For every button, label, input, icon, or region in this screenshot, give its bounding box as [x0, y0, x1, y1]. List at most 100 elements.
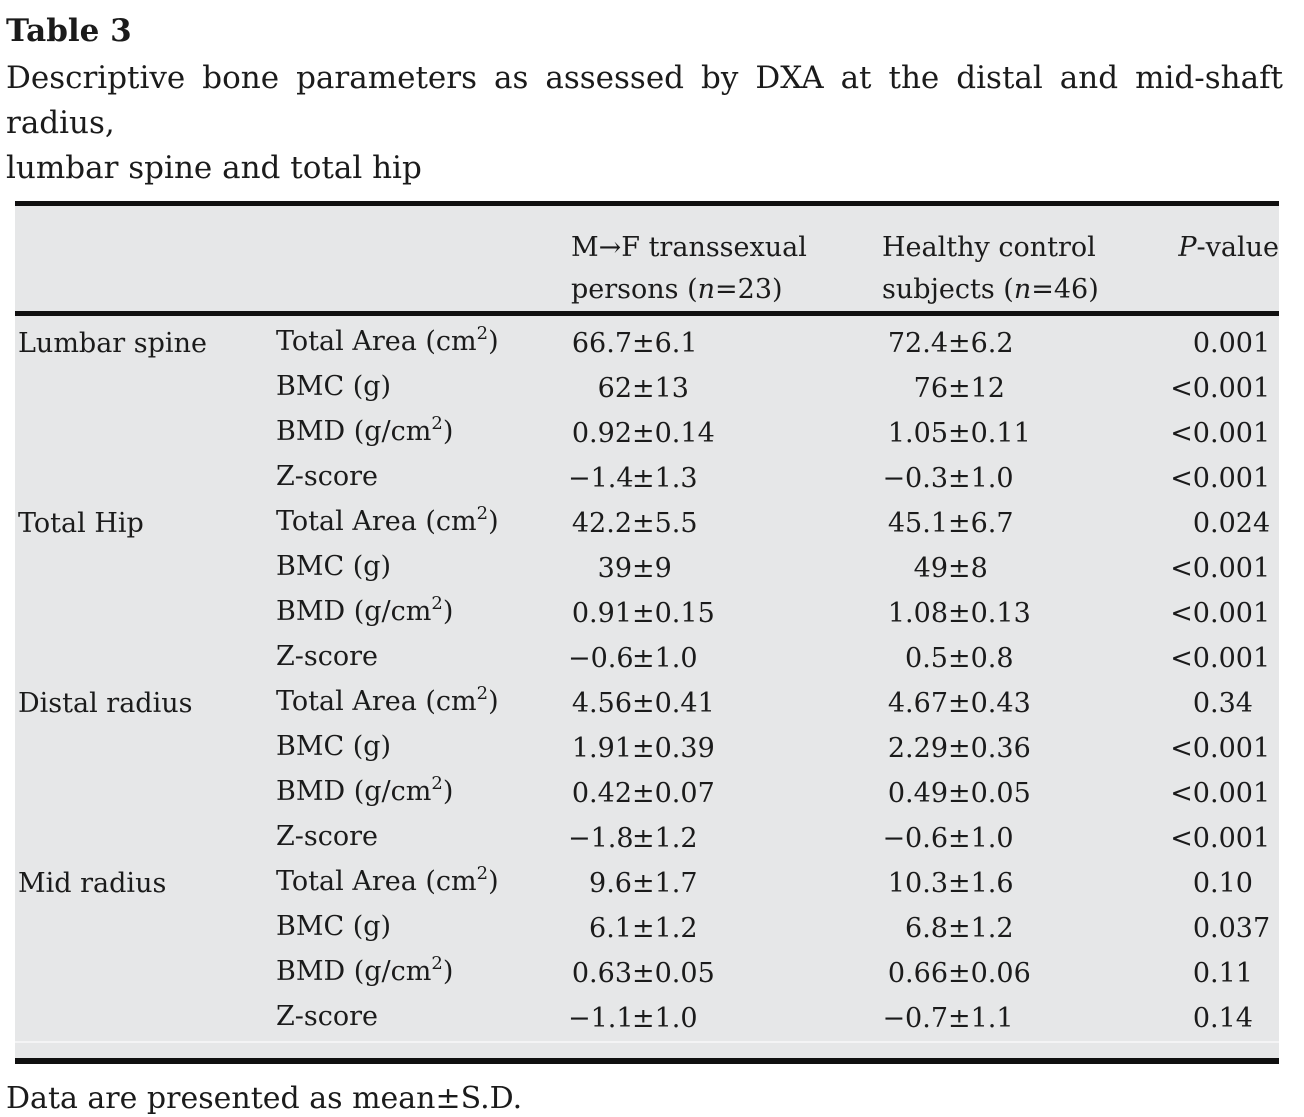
region-cell: Total Hip — [18, 507, 144, 539]
p-value-cell: <0.001 — [1170, 417, 1271, 449]
parameter-cell: Total Area (cm2) — [276, 863, 499, 897]
table-caption: Descriptive bone parameters as assessed … — [6, 56, 1283, 191]
value-cell-control: −0.6±1.0 — [882, 822, 1014, 854]
header-control-line1: Healthy control — [882, 232, 1096, 263]
header-control-line2: subjects (n=46) — [882, 274, 1099, 305]
table-row: BMC (g) 62±13 76±12 <0.001 — [15, 366, 1279, 411]
p-value-cell: 0.024 — [1192, 507, 1271, 539]
value-cell-control: 1.08±0.13 — [887, 597, 1031, 629]
parameter-cell: Total Area (cm2) — [276, 683, 499, 717]
parameter-cell: BMC (g) — [276, 551, 392, 582]
header-transsexual-line1: M→F transsexual — [571, 232, 807, 263]
value-cell-transsexual: 6.1±1.2 — [589, 912, 698, 944]
table-row: BMD (g/cm2) 0.91±0.15 1.08±0.13 <0.001 — [15, 591, 1279, 636]
table-row: BMC (g) 39±9 49±8 <0.001 — [15, 546, 1279, 591]
parameter-cell: Z-score — [276, 1001, 379, 1032]
table-row: BMC (g) 6.1±1.2 6.8±1.2 0.037 — [15, 906, 1279, 951]
p-value-cell: 0.037 — [1192, 912, 1271, 944]
value-cell-transsexual: 39±9 — [597, 552, 672, 584]
table-row: BMC (g) 1.91±0.39 2.29±0.36 <0.001 — [15, 726, 1279, 771]
header-transsexual-line2: persons (n=23) — [571, 274, 783, 305]
p-value-cell: 0.34 — [1192, 687, 1253, 719]
parameter-cell: BMC (g) — [276, 371, 392, 402]
value-cell-transsexual: 0.92±0.14 — [571, 417, 715, 449]
value-cell-transsexual: −1.4±1.3 — [568, 462, 698, 494]
caption-line-2: lumbar spine and total hip — [6, 150, 422, 186]
table-row: BMD (g/cm2) 0.92±0.14 1.05±0.11 <0.001 — [15, 411, 1279, 456]
region-cell — [15, 906, 272, 951]
p-value-cell: <0.001 — [1170, 597, 1271, 629]
superscript: 2 — [476, 683, 489, 704]
region-cell — [15, 636, 272, 681]
p-value-cell: <0.001 — [1170, 462, 1271, 494]
region-cell — [15, 771, 272, 816]
table-row: Z-score −0.6±1.0 0.5±0.8 <0.001 — [15, 636, 1279, 681]
table-footnote: Data are presented as mean±S.D. — [6, 1081, 523, 1116]
value-cell-control: 0.66±0.06 — [887, 957, 1031, 989]
value-cell-control: 49±8 — [913, 552, 988, 584]
n-symbol: n — [697, 274, 716, 305]
n-symbol: n — [1013, 274, 1032, 305]
parameter-cell: BMD (g/cm2) — [276, 413, 454, 447]
superscript: 2 — [431, 413, 443, 434]
value-cell-transsexual: 0.42±0.07 — [571, 777, 715, 809]
header-parameter-empty — [272, 203, 568, 316]
table-row: BMD (g/cm2) 0.42±0.07 0.49±0.05 <0.001 — [15, 771, 1279, 816]
table-row: Mid radius Total Area (cm2) 9.6±1.7 10.3… — [15, 861, 1279, 906]
table-body: Lumbar spine Total Area (cm2) 66.7±6.1 7… — [15, 314, 1279, 1061]
header-row: M→F transsexual persons (n=23) Healthy c… — [15, 203, 1279, 316]
p-value-cell: 0.10 — [1192, 867, 1253, 899]
value-cell-control: 6.8±1.2 — [905, 912, 1014, 944]
caption-line-1: Descriptive bone parameters as assessed … — [6, 60, 1283, 141]
p-value-cell: <0.001 — [1170, 822, 1271, 854]
value-cell-control: 45.1±6.7 — [887, 507, 1014, 539]
region-cell — [15, 411, 272, 456]
region-cell — [15, 816, 272, 861]
table-row: Total Hip Total Area (cm2) 42.2±5.5 45.1… — [15, 501, 1279, 546]
value-cell-transsexual: 0.63±0.05 — [571, 957, 715, 989]
header-control-group: Healthy control subjects (n=46) — [880, 203, 1150, 316]
region-cell: Distal radius — [18, 687, 193, 719]
bone-parameters-table: M→F transsexual persons (n=23) Healthy c… — [15, 201, 1279, 1064]
value-cell-transsexual: 0.91±0.15 — [571, 597, 715, 629]
value-cell-transsexual: −1.1±1.0 — [568, 1002, 698, 1034]
parameter-cell: BMD (g/cm2) — [276, 773, 454, 807]
p-value-cell: <0.001 — [1170, 552, 1271, 584]
value-cell-control: 1.05±0.11 — [887, 417, 1031, 449]
region-cell: Mid radius — [18, 867, 167, 899]
table-row: Lumbar spine Total Area (cm2) 66.7±6.1 7… — [15, 314, 1279, 367]
parameter-cell: BMC (g) — [276, 911, 392, 942]
superscript: 2 — [476, 503, 489, 524]
parameter-cell: Z-score — [276, 821, 379, 852]
table-row: Z-score −1.8±1.2 −0.6±1.0 <0.001 — [15, 816, 1279, 861]
superscript: 2 — [431, 773, 443, 794]
value-cell-control: 4.67±0.43 — [887, 687, 1031, 719]
value-cell-transsexual: 9.6±1.7 — [589, 867, 698, 899]
parameter-cell: Z-score — [276, 461, 379, 492]
superscript: 2 — [431, 953, 443, 974]
table-row: Z-score −1.4±1.3 −0.3±1.0 <0.001 — [15, 456, 1279, 501]
value-cell-transsexual: 66.7±6.1 — [571, 327, 698, 359]
parameter-cell: BMD (g/cm2) — [276, 593, 454, 627]
value-cell-control: −0.7±1.1 — [882, 1002, 1014, 1034]
value-cell-transsexual: −1.8±1.2 — [568, 822, 698, 854]
value-cell-transsexual: −0.6±1.0 — [568, 642, 698, 674]
value-cell-control: 0.5±0.8 — [905, 642, 1014, 674]
p-value-cell: 0.14 — [1192, 1002, 1253, 1034]
value-cell-control: 2.29±0.36 — [887, 732, 1031, 764]
p-value-cell: <0.001 — [1170, 732, 1271, 764]
superscript: 2 — [431, 593, 443, 614]
parameter-cell: Total Area (cm2) — [276, 503, 499, 537]
parameter-cell: Z-score — [276, 641, 379, 672]
header-transsexual-group: M→F transsexual persons (n=23) — [568, 203, 880, 316]
value-cell-control: 0.49±0.05 — [887, 777, 1031, 809]
table-bottom-padding — [15, 1041, 1279, 1061]
table-row: Distal radius Total Area (cm2) 4.56±0.41… — [15, 681, 1279, 726]
p-symbol: P — [1178, 232, 1197, 263]
superscript: 2 — [476, 323, 489, 344]
header-p-value: P-value — [1150, 203, 1279, 316]
p-value-cell: 0.11 — [1192, 957, 1253, 989]
table-row: BMD (g/cm2) 0.63±0.05 0.66±0.06 0.11 — [15, 951, 1279, 996]
region-cell — [15, 726, 272, 771]
